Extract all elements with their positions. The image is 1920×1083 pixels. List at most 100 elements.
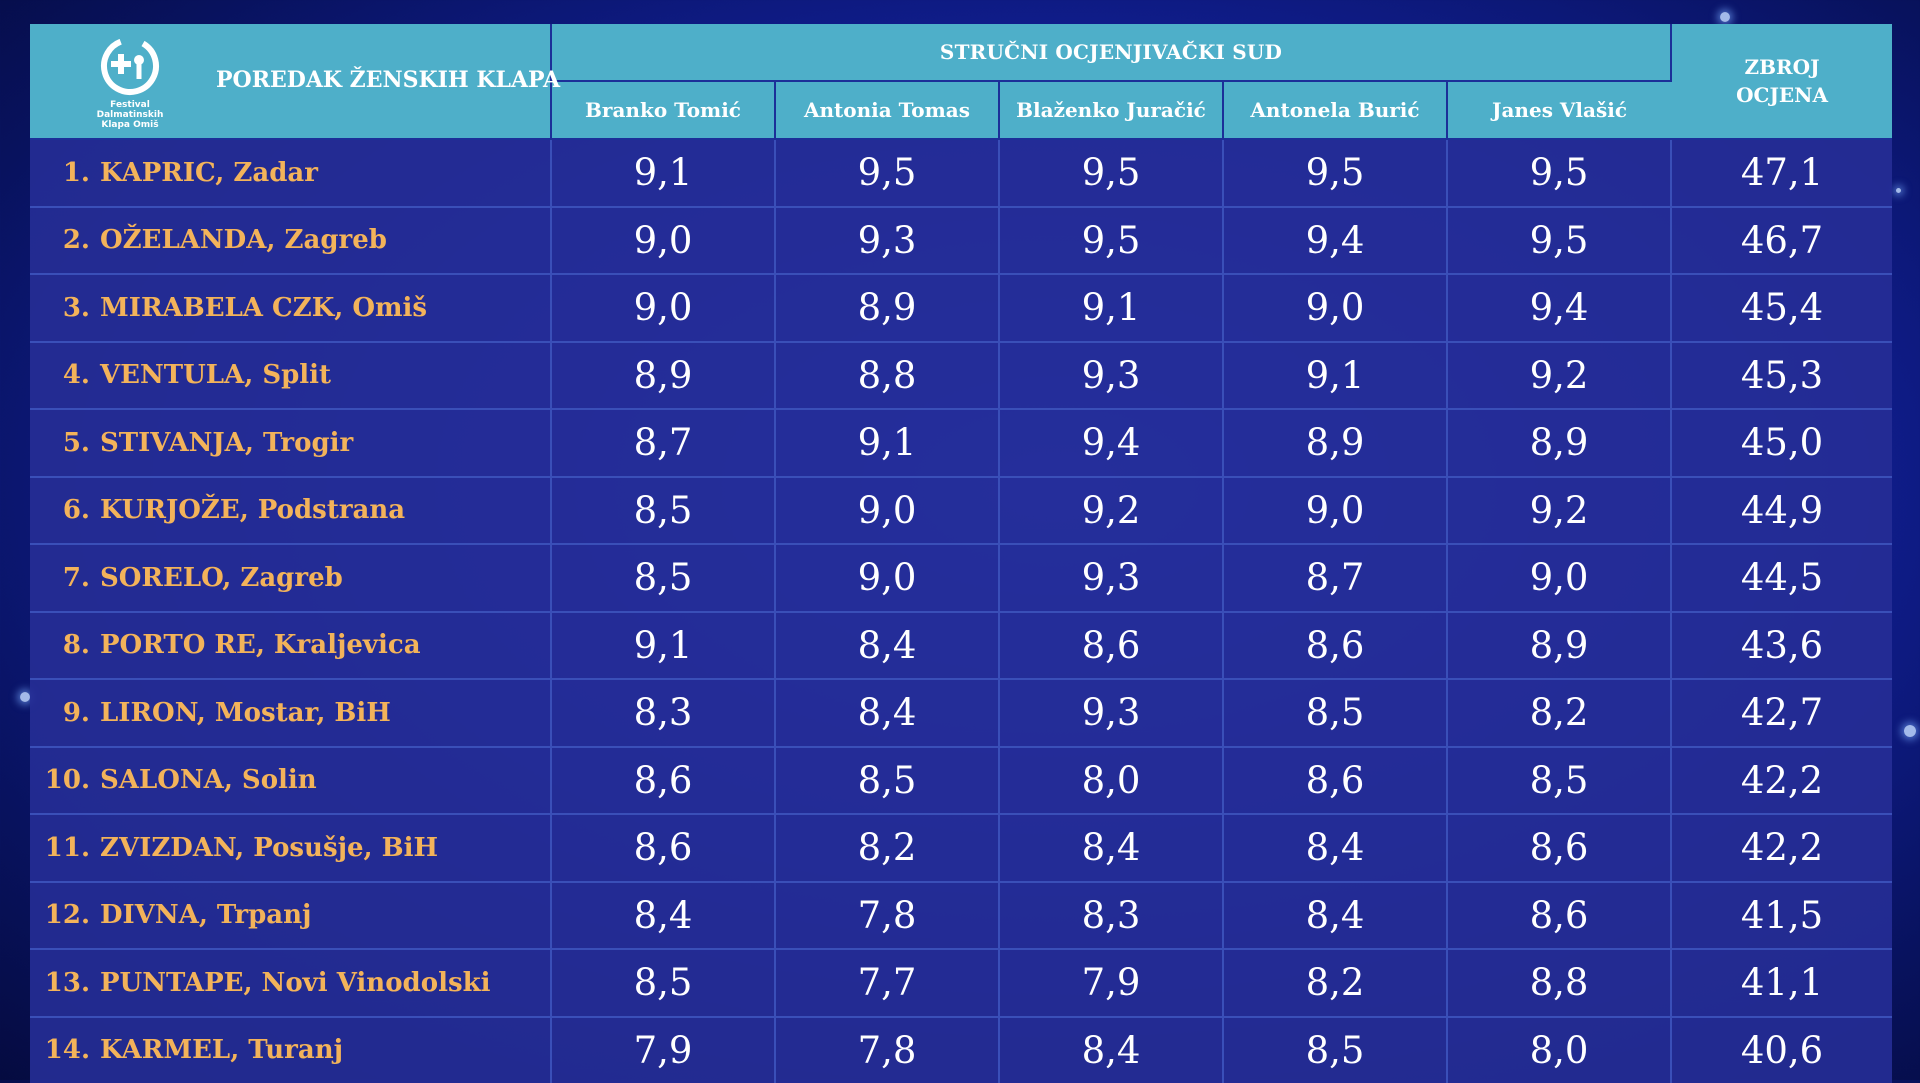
rank-number: 9. xyxy=(30,698,90,728)
logo-line-2: Dalmatinskih xyxy=(85,110,175,120)
judge-score: 8,5 xyxy=(1223,1017,1447,1083)
judge-header: Antonia Tomas xyxy=(775,81,999,139)
klapa-name: STIVANJA, Trogir xyxy=(100,428,353,458)
klapa-cell: 13.PUNTAPE, Novi Vinodolski xyxy=(30,949,551,1017)
total-score: 42,2 xyxy=(1671,747,1892,815)
rank-number: 8. xyxy=(30,630,90,660)
judge-score: 9,1 xyxy=(1223,342,1447,410)
klapa-cell: 14. KARMEL, Turanj xyxy=(30,1017,551,1083)
klapa-cell: 11.ZVIZDAN, Posušje, BiH xyxy=(30,814,551,882)
festival-logo-icon xyxy=(98,34,162,98)
klapa-name: PUNTAPE, Novi Vinodolski xyxy=(100,968,490,998)
judge-score: 8,8 xyxy=(1447,949,1671,1017)
rank-number: 10. xyxy=(30,765,90,795)
klapa-name: SORELO, Zagreb xyxy=(100,563,343,593)
judge-score: 8,6 xyxy=(1447,882,1671,950)
judge-score: 8,8 xyxy=(775,342,999,410)
judge-header: Branko Tomić xyxy=(551,81,775,139)
judge-score: 7,8 xyxy=(775,1017,999,1083)
judge-score: 8,3 xyxy=(551,679,775,747)
rank-number: 5. xyxy=(30,428,90,458)
judge-score: 8,2 xyxy=(1223,949,1447,1017)
judge-score: 8,4 xyxy=(1223,814,1447,882)
judge-score: 8,4 xyxy=(999,814,1223,882)
judge-score: 7,9 xyxy=(999,949,1223,1017)
klapa-cell: 12.DIVNA, Trpanj xyxy=(30,882,551,950)
klapa-cell: 8. PORTO RE, Kraljevica xyxy=(30,612,551,680)
logo-line-3: Klapa Omiš xyxy=(85,120,175,130)
judge-score: 8,9 xyxy=(1223,409,1447,477)
rank-number: 14. xyxy=(30,1035,90,1065)
judge-score: 9,5 xyxy=(1447,139,1671,207)
rank-number: 3. xyxy=(30,293,90,323)
judge-score: 9,1 xyxy=(551,612,775,680)
judge-score: 9,2 xyxy=(1447,477,1671,545)
total-score: 45,4 xyxy=(1671,274,1892,342)
judge-score: 8,0 xyxy=(999,747,1223,815)
total-score: 40,6 xyxy=(1671,1017,1892,1083)
judge-score: 9,4 xyxy=(999,409,1223,477)
rank-number: 2. xyxy=(30,225,90,255)
klapa-name: LIRON, Mostar, BiH xyxy=(100,698,391,728)
klapa-cell: 6.KURJOŽE, Podstrana xyxy=(30,477,551,545)
judge-score: 8,6 xyxy=(551,814,775,882)
klapa-name: OŽELANDA, Zagreb xyxy=(100,225,387,255)
judge-score: 9,0 xyxy=(1223,274,1447,342)
judge-score: 9,0 xyxy=(551,207,775,275)
total-score: 44,5 xyxy=(1671,544,1892,612)
judge-score: 8,5 xyxy=(1223,679,1447,747)
judge-score: 9,1 xyxy=(775,409,999,477)
judge-score: 9,3 xyxy=(999,342,1223,410)
judge-score: 8,4 xyxy=(999,1017,1223,1083)
judge-score: 8,2 xyxy=(1447,679,1671,747)
judge-score: 9,5 xyxy=(999,207,1223,275)
judge-score: 9,2 xyxy=(1447,342,1671,410)
klapa-cell: 3.MIRABELA CZK, Omiš xyxy=(30,274,551,342)
total-column-header: ZBROJ OCJENA xyxy=(1671,24,1892,139)
judge-score: 9,4 xyxy=(1447,274,1671,342)
judge-score: 8,5 xyxy=(551,477,775,545)
judge-header: Blaženko Juračić xyxy=(999,81,1223,139)
judge-score: 8,7 xyxy=(1223,544,1447,612)
title-header-cell: Festival Dalmatinskih Klapa Omiš POREDAK… xyxy=(30,24,551,139)
judge-score: 8,0 xyxy=(1447,1017,1671,1083)
judge-score: 9,5 xyxy=(1447,207,1671,275)
total-score: 41,5 xyxy=(1671,882,1892,950)
judge-score: 7,7 xyxy=(775,949,999,1017)
rank-number: 4. xyxy=(30,360,90,390)
judge-score: 8,9 xyxy=(551,342,775,410)
klapa-name: KARMEL, Turanj xyxy=(100,1035,343,1065)
judge-header: Janes Vlašić xyxy=(1447,81,1671,139)
rank-number: 12. xyxy=(30,900,90,930)
total-score: 46,7 xyxy=(1671,207,1892,275)
judge-score: 9,1 xyxy=(999,274,1223,342)
judge-score: 8,6 xyxy=(1447,814,1671,882)
panel-title: STRUČNI OCJENJIVAČKI SUD xyxy=(551,24,1671,81)
judge-score: 8,6 xyxy=(551,747,775,815)
background-sparkle xyxy=(1896,188,1901,193)
page-title: POREDAK ŽENSKIH KLAPA xyxy=(216,24,560,136)
background-sparkle xyxy=(1904,725,1916,737)
judge-header: Antonela Burić xyxy=(1223,81,1447,139)
rank-number: 11. xyxy=(30,833,90,863)
judge-score: 8,7 xyxy=(551,409,775,477)
judge-score: 9,0 xyxy=(775,477,999,545)
klapa-cell: 9. LIRON, Mostar, BiH xyxy=(30,679,551,747)
judge-score: 7,9 xyxy=(551,1017,775,1083)
rank-number: 6. xyxy=(30,495,90,525)
judge-score: 8,6 xyxy=(1223,612,1447,680)
total-score: 45,3 xyxy=(1671,342,1892,410)
total-score: 42,2 xyxy=(1671,814,1892,882)
judge-score: 8,5 xyxy=(1447,747,1671,815)
klapa-name: PORTO RE, Kraljevica xyxy=(100,630,421,660)
klapa-cell: 2. OŽELANDA, Zagreb xyxy=(30,207,551,275)
background-sparkle xyxy=(20,692,30,702)
